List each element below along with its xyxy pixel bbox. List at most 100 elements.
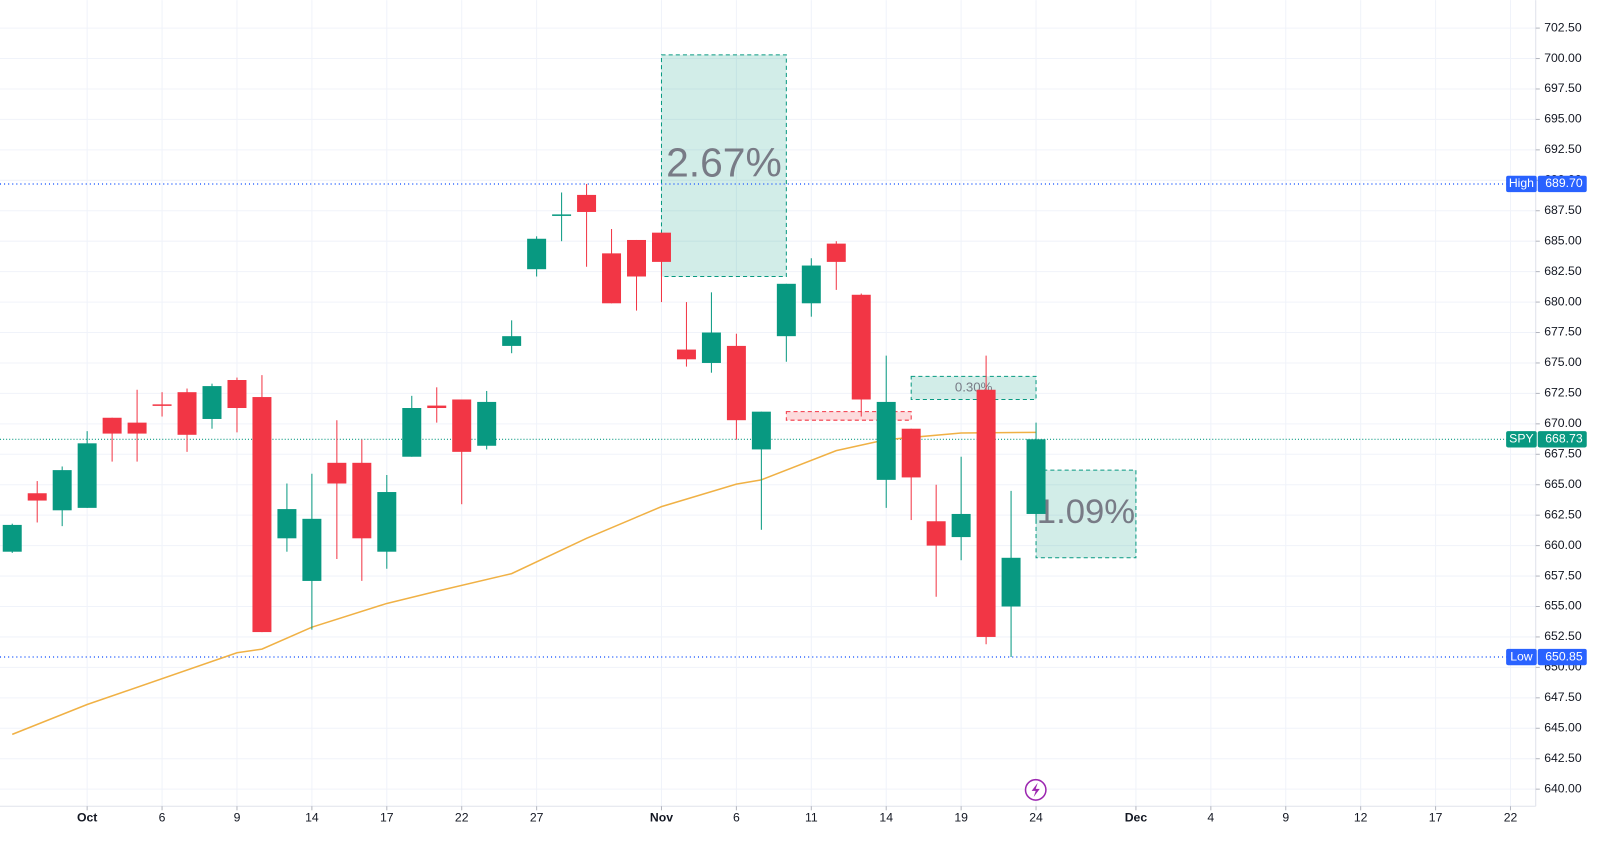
x-tick-label: 11	[805, 811, 818, 825]
y-tick-label: 647.50	[1544, 690, 1582, 704]
event-bolt[interactable]	[1031, 782, 1040, 798]
candle-body	[227, 380, 247, 409]
candle-body	[252, 397, 272, 633]
y-tick-label: 695.00	[1544, 112, 1582, 126]
candle-body	[627, 239, 646, 277]
x-tick-label: 24	[1029, 811, 1043, 825]
candle-body	[651, 232, 671, 262]
high_line-value-box	[1537, 175, 1587, 193]
candle-body	[726, 345, 746, 421]
candle-body	[976, 389, 996, 637]
candle-body	[826, 243, 846, 262]
measure-box	[660, 54, 787, 278]
x-tick-label: 4	[1207, 811, 1214, 825]
y-tick-label: 682.50	[1544, 264, 1582, 278]
candle-body	[477, 401, 497, 446]
candle-body	[851, 294, 871, 400]
candle-body	[277, 509, 297, 539]
event-icon[interactable]	[1024, 778, 1047, 801]
x-tick-label: 9	[234, 811, 241, 825]
last_price-name: SPY	[1509, 432, 1533, 446]
y-tick-label: 680.00	[1544, 294, 1582, 308]
y-tick-label: 675.00	[1544, 355, 1582, 369]
candle-body	[676, 349, 696, 360]
candle-body	[1001, 557, 1021, 607]
measure-box	[910, 375, 1037, 400]
candle-body	[177, 392, 197, 435]
y-tick-label: 685.00	[1544, 233, 1582, 247]
y-tick-label: 672.50	[1544, 386, 1582, 400]
y-tick-label: 662.50	[1544, 507, 1582, 521]
last_price-name-box	[1506, 431, 1537, 448]
candle-body	[327, 462, 347, 484]
y-tick-label: 667.50	[1544, 447, 1582, 461]
measure-label: 1.09%	[1037, 493, 1135, 531]
x-tick-label: 12	[1354, 811, 1368, 825]
y-tick-label: 640.00	[1544, 781, 1582, 795]
candle-body	[776, 283, 796, 337]
low_line-value: 650.85	[1545, 649, 1583, 663]
axes: 640.00642.50645.00647.50650.00652.50655.…	[77, 20, 1587, 825]
candle-body	[876, 401, 896, 480]
candle-body	[502, 336, 522, 346]
y-tick-label: 642.50	[1544, 751, 1582, 765]
candle-body	[152, 404, 172, 406]
candle-body	[602, 253, 622, 304]
x-tick-label: Oct	[77, 811, 97, 825]
candle-body	[302, 518, 322, 581]
y-tick-label: 687.50	[1544, 203, 1582, 217]
moving-average	[11, 431, 1037, 736]
x-tick-label: 22	[1504, 811, 1518, 825]
x-tick-label: 14	[879, 811, 893, 825]
x-tick-label: 19	[954, 811, 968, 825]
candle-body	[52, 470, 72, 511]
x-tick-label: 6	[159, 811, 166, 825]
measure-box	[785, 411, 912, 421]
low_line-value-box	[1537, 648, 1587, 666]
x-tick-label: Dec	[1125, 811, 1148, 825]
candle-body	[402, 408, 422, 457]
annotations: 2.67%0.30%1.09%	[660, 54, 1137, 559]
x-tick-label: 17	[1429, 811, 1443, 825]
y-tick-label: 700.00	[1544, 51, 1582, 65]
candle-body	[527, 238, 547, 270]
y-tick-label: 655.00	[1544, 599, 1582, 613]
candle-body	[1026, 439, 1046, 514]
candle-body	[2, 524, 22, 552]
candle-body	[951, 513, 971, 538]
candle-body	[552, 214, 572, 216]
plot	[0, 183, 1536, 736]
x-tick-label: 6	[733, 811, 740, 825]
x-tick-label: 17	[380, 811, 394, 825]
candle-body	[751, 411, 771, 450]
x-tick-label: 9	[1282, 811, 1289, 825]
last_price-value: 668.73	[1545, 432, 1583, 446]
candle-body	[452, 399, 472, 452]
y-tick-label: 665.00	[1544, 477, 1582, 491]
candle-body	[801, 265, 821, 304]
high_line-name: High	[1509, 176, 1534, 190]
y-tick-label: 657.50	[1544, 568, 1582, 582]
measure-box	[1035, 469, 1137, 559]
candle-body	[926, 521, 946, 546]
y-tick-label: 692.50	[1544, 142, 1582, 156]
high_line-value: 689.70	[1545, 176, 1583, 190]
candle-body	[427, 405, 447, 409]
candle-body	[701, 332, 721, 363]
candle-body	[577, 194, 597, 212]
candle-body	[77, 443, 97, 508]
candle-body	[202, 386, 222, 419]
low_line-name-box	[1506, 648, 1537, 666]
last_price-value-box	[1537, 431, 1587, 448]
x-tick-label: 22	[455, 811, 469, 825]
x-tick-label: Nov	[650, 811, 673, 825]
high_line-name-box	[1506, 175, 1537, 193]
y-tick-label: 660.00	[1544, 538, 1582, 552]
x-tick-label: 27	[530, 811, 544, 825]
y-tick-label: 677.50	[1544, 325, 1582, 339]
y-tick-label: 645.00	[1544, 721, 1582, 735]
y-tick-label: 702.50	[1544, 20, 1582, 34]
candle-body	[102, 417, 122, 434]
